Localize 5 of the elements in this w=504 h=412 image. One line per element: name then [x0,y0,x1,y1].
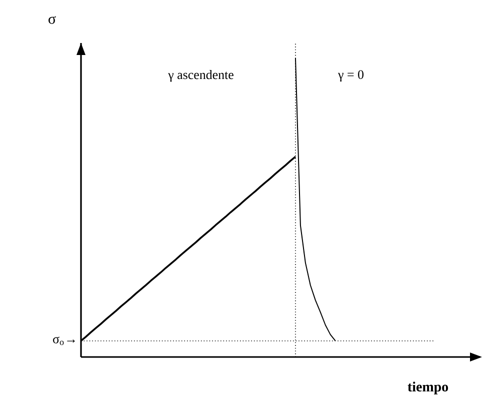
annotation: γ ascendente [168,70,234,82]
y-axis-title: σ [48,16,56,24]
x-axis-title: tiempo [408,382,448,394]
ref-line-label: σ$_{o}$→ [53,336,75,346]
annotation: γ = 0 [338,70,364,82]
